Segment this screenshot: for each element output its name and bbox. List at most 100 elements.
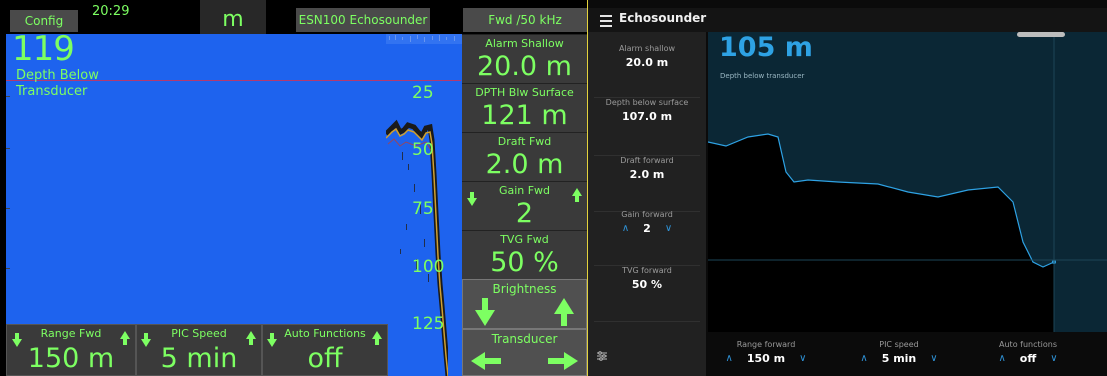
clock: 20:29 [92,3,130,19]
menu-icon[interactable] [600,12,612,27]
dpth-blw-surface-label: DPTH Blw Surface [475,86,574,99]
scale-label-125: 125 [412,314,445,334]
gain-fwd-value: 2 [515,198,534,229]
transducer-right-icon[interactable] [548,352,578,370]
sidebar-item-value: 2.0 m [629,168,665,181]
scale-label-75: 75 [412,199,434,219]
settings-column: Alarm Shallow 20.0 m DPTH Blw Surface 12… [462,34,587,376]
sidebar-item-tvg-forward[interactable]: TVG forward 50 % [594,266,700,322]
settings-sliders-icon[interactable] [596,350,608,362]
sidebar-item-gain-forward[interactable]: Gain forward ∧ 2 ∨ [594,210,700,266]
brightness-up-icon[interactable] [554,298,574,326]
sidebar-item-depth-below-surface[interactable]: Depth below surface 107.0 m [594,98,700,156]
panel-divider [587,0,588,376]
depth-marker-line [6,80,461,81]
scale-label-25: 25 [412,83,434,103]
auto-functions-label: Auto functions [999,340,1057,349]
chevron-up-icon[interactable]: ∧ [621,223,630,234]
brightness-down-icon[interactable] [475,298,495,326]
auto-functions-control[interactable]: Auto functions ∧ off ∨ [968,340,1088,365]
chevron-down-icon[interactable]: ∨ [799,353,807,364]
decrease-arrow-icon[interactable] [267,333,277,347]
frequency-button[interactable]: Fwd /50 kHz [463,8,587,32]
range-fwd-label: Range Fwd [40,327,102,340]
chevron-down-icon[interactable]: ∨ [930,353,938,364]
pic-speed-value: 5 min [881,352,917,365]
chevron-up-icon[interactable]: ∧ [725,353,733,364]
alarm-shallow-tile[interactable]: Alarm Shallow 20.0 m [462,34,587,83]
brightness-tile[interactable]: Brightness [462,279,587,329]
transducer-label: Transducer [491,332,558,346]
chevron-up-icon[interactable]: ∧ [860,353,868,364]
brightness-label: Brightness [492,282,557,296]
depth-value: 119 [12,29,75,69]
increase-arrow-icon[interactable] [120,331,130,345]
transducer-left-icon[interactable] [471,352,501,370]
sidebar: Alarm shallow 20.0 m Depth below surface… [588,32,706,376]
alarm-shallow-value: 20.0 m [476,51,572,82]
sidebar-item-alarm-shallow[interactable]: Alarm shallow 20.0 m [594,44,700,98]
increase-arrow-icon[interactable] [246,331,256,345]
chevron-down-icon[interactable]: ∨ [664,223,673,234]
scale-label-50: 50 [412,140,434,160]
dpth-blw-surface-tile[interactable]: DPTH Blw Surface 121 m [462,83,587,132]
app-header: Echosounder [588,8,1107,32]
chevron-up-icon[interactable]: ∧ [998,353,1006,364]
range-fwd-tile[interactable]: Range Fwd 150 m [6,324,136,376]
auto-functions-tile[interactable]: Auto Functions off [262,324,388,376]
pic-speed-label: PIC Speed [171,327,227,340]
range-forward-control[interactable]: Range forward ∧ 150 m ∨ [706,340,826,365]
scroll-handle[interactable] [1017,32,1065,37]
scale-tick [6,268,10,269]
auto-functions-label: Auto Functions [284,327,366,340]
sidebar-item-value: 2 [643,222,651,235]
transducer-tile[interactable]: Transducer [462,329,587,376]
sidebar-item-label: Depth below surface [605,98,689,107]
config-button[interactable]: Config [10,10,78,32]
bottom-profile-chart [708,32,1107,332]
scale-tick [6,96,10,97]
tvg-fwd-label: TVG Fwd [500,233,549,246]
gain-fwd-label: Gain Fwd [498,184,551,197]
decrease-arrow-icon[interactable] [467,192,477,206]
draft-fwd-value: 2.0 m [485,149,564,180]
pic-speed-tile[interactable]: PIC Speed 5 min [136,324,262,376]
tvg-fwd-tile[interactable]: TVG Fwd 50 % [462,230,587,279]
scale-tick [6,148,10,149]
sidebar-item-label: TVG forward [622,266,672,275]
decrease-arrow-icon[interactable] [141,333,151,347]
pic-speed-label: PIC speed [879,340,919,349]
sidebar-item-label: Gain forward [621,210,673,219]
device-title: ESN100 Echosounder [296,8,430,32]
sidebar-item-value: 20.0 m [625,56,669,69]
auto-functions-value: off [307,343,343,374]
depth-label: Depth below transducer [720,72,805,80]
echogram-trace [386,34,462,376]
app-title: Echosounder [619,11,707,25]
alarm-shallow-label: Alarm Shallow [485,37,564,50]
bottom-controls: Range forward ∧ 150 m ∨ PIC speed ∧ 5 mi… [706,332,1107,376]
sidebar-item-draft-forward[interactable]: Draft forward 2.0 m [594,156,700,212]
draft-fwd-tile[interactable]: Draft Fwd 2.0 m [462,132,587,181]
sidebar-item-value: 107.0 m [621,110,673,123]
depth-label: Depth Below Transducer [16,68,99,99]
decrease-arrow-icon[interactable] [12,333,22,347]
tvg-fwd-value: 50 % [490,247,559,278]
auto-functions-value: off [1019,352,1037,365]
top-bar: Config 20:29 m ESN100 Echosounder Fwd /5… [0,0,588,44]
range-forward-label: Range forward [736,340,796,349]
chevron-down-icon[interactable]: ∨ [1050,353,1058,364]
scale-label-100: 100 [412,257,445,277]
scale-tick [6,208,10,209]
range-forward-value: 150 m [746,352,786,365]
depth-value: 105 m [719,32,813,63]
range-fwd-value: 150 m [27,343,115,374]
pic-speed-control[interactable]: PIC speed ∧ 5 min ∨ [839,340,959,365]
sidebar-item-label: Draft forward [620,156,674,165]
increase-arrow-icon[interactable] [372,331,382,345]
increase-arrow-icon[interactable] [572,188,582,202]
gain-fwd-tile[interactable]: Gain Fwd 2 [462,181,587,230]
sidebar-item-value: 50 % [631,278,663,291]
dpth-blw-surface-value: 121 m [481,100,568,131]
classic-echosounder-panel: Config 20:29 m ESN100 Echosounder Fwd /5… [0,0,588,376]
